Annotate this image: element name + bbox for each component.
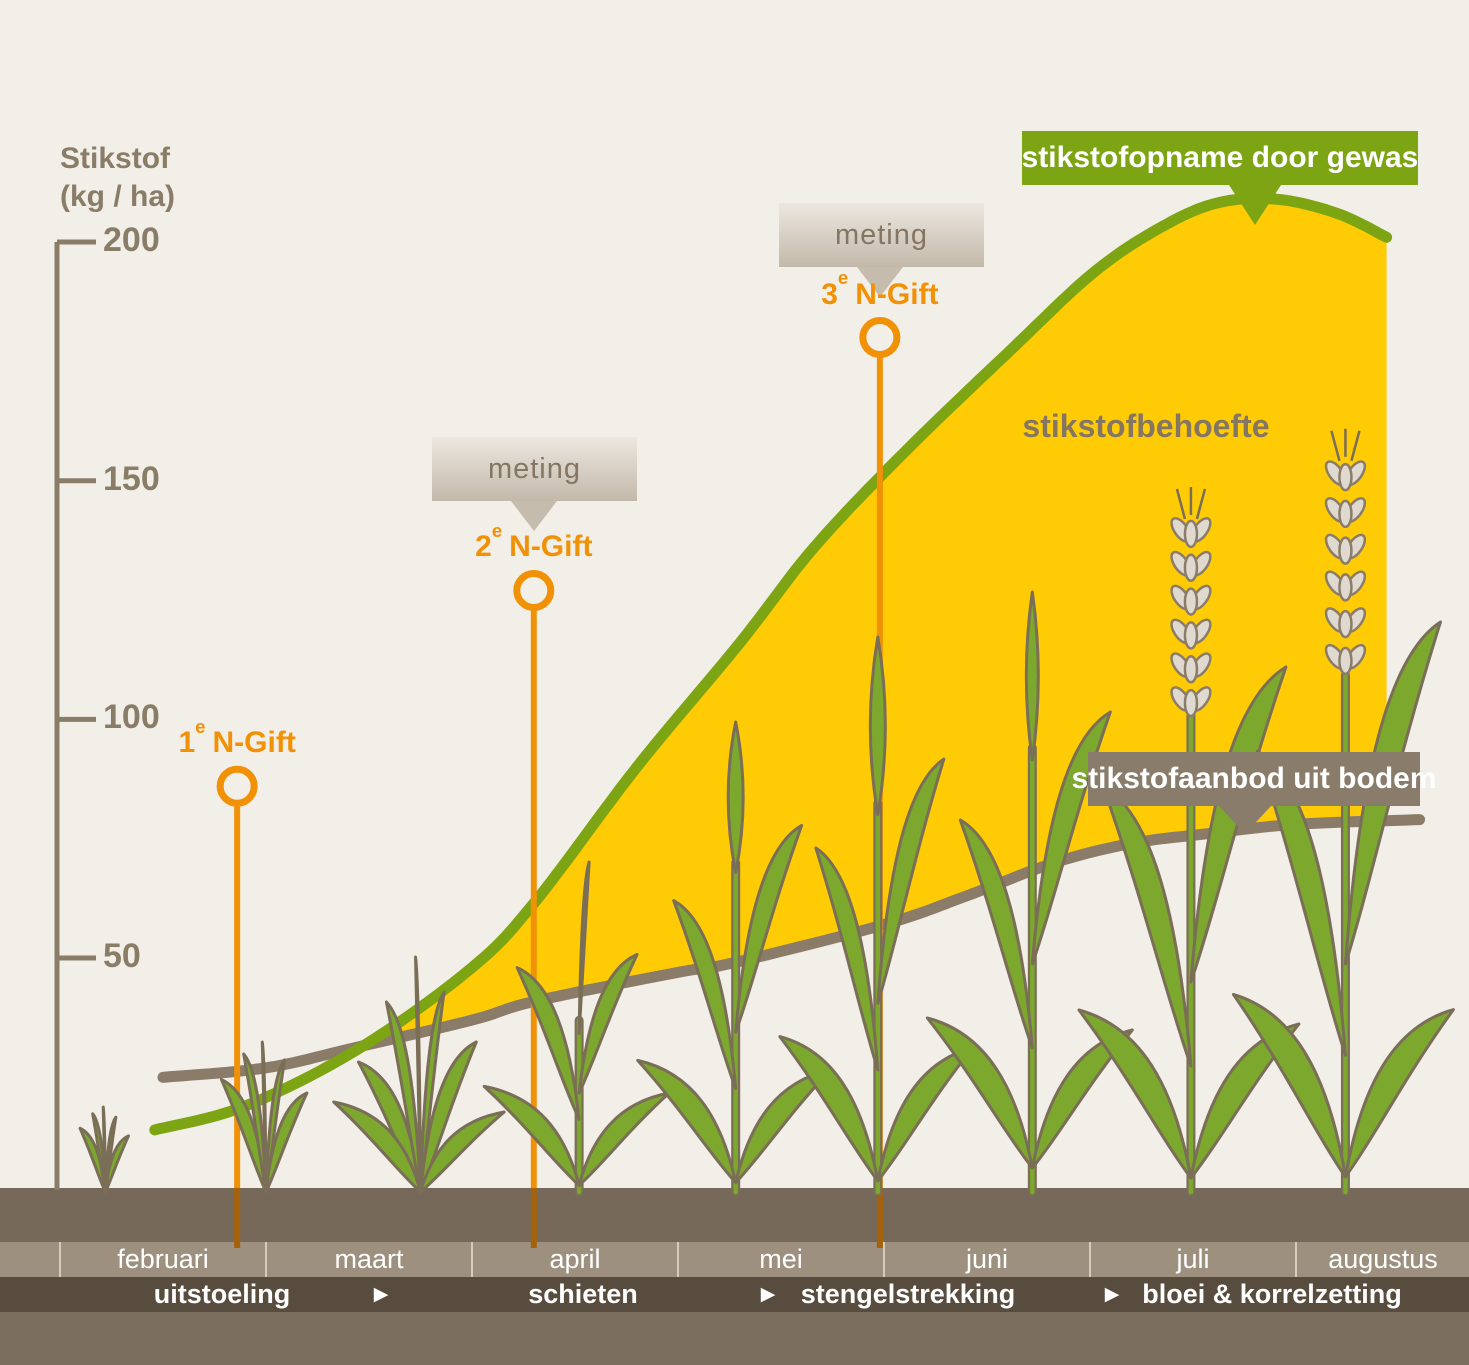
month-cell-juli: juli	[1091, 1242, 1295, 1277]
bottom-strip	[0, 1312, 1469, 1365]
phase-label: uitstoeling	[153, 1279, 291, 1309]
n-gift-marker-1	[216, 765, 258, 807]
month-cell-maart: maart	[267, 1242, 471, 1277]
n-gift-marker-3	[859, 317, 901, 359]
month-cell-empty	[0, 1242, 59, 1277]
y-axis-title-line2: (kg / ha)	[60, 180, 176, 213]
phase-axis: uitstoeling ▶ schieten ▶ stengelstrekking ▶ bl…	[0, 1277, 1469, 1312]
phase-arrow-icon: ▶	[1104, 1284, 1120, 1305]
wheat-plant-seedling	[219, 1040, 309, 1194]
n-gift-label-1: 1e N-Gift	[178, 715, 296, 760]
meting-callout-3-tail-icon	[857, 267, 903, 297]
phase-label: stengelstrekking	[800, 1279, 1016, 1309]
y-axis-tick-label: 150	[103, 459, 160, 498]
y-axis-tick-label: 200	[103, 221, 160, 260]
uptake-callout-label: stikstofopname door gewas	[1021, 141, 1419, 174]
meting-callout-2-label: meting	[487, 452, 582, 485]
meting-callout-2: meting	[432, 437, 637, 531]
wheat-plant-seedling	[78, 1105, 131, 1194]
y-axis-tick-label: 100	[103, 698, 160, 737]
y-axis-title-line1: Stikstof	[60, 142, 171, 175]
uptake-callout: stikstofopname door gewas	[1021, 131, 1419, 225]
n-gift-label-2: 2e N-Gift	[475, 520, 593, 564]
meting-callout-3: meting	[779, 203, 984, 297]
need-label: stikstofbehoefte	[1022, 408, 1270, 444]
y-axis-title: Stikstof (kg / ha)	[60, 140, 175, 216]
month-cell-juni: juni	[885, 1242, 1089, 1277]
soil-band	[0, 1188, 1469, 1242]
y-axis	[54, 239, 96, 1190]
meting-callout-2-tail-icon	[511, 501, 557, 531]
wheat-plant-boot	[778, 635, 975, 1197]
month-cell-april: april	[473, 1242, 677, 1277]
y-axis-tick-label: 50	[103, 937, 141, 976]
phase-arrow-icon: ▶	[373, 1284, 389, 1305]
meting-callout-3-label: meting	[834, 218, 929, 251]
n-gift-marker-2	[513, 569, 555, 611]
n-gift-label-3: 3e N-Gift	[821, 267, 939, 311]
supply-callout: stikstofaanbod uit bodem	[1072, 752, 1437, 834]
supply-callout-tail-icon	[1219, 806, 1271, 834]
month-cell-februari: februari	[61, 1242, 265, 1277]
wheat-plant-tillering	[332, 955, 506, 1194]
phase-label: bloei & korrelzetting	[1142, 1279, 1402, 1309]
month-axis: februari maart april mei juni juli augustus	[0, 1242, 1469, 1277]
phase-label: schieten	[528, 1279, 638, 1309]
wheat-plant-ripe	[1231, 428, 1455, 1197]
uptake-callout-tail-icon	[1229, 185, 1281, 225]
wheat-plant-heading	[925, 590, 1134, 1197]
month-cell-augustus: augustus	[1297, 1242, 1469, 1277]
phase-arrow-icon: ▶	[760, 1284, 776, 1305]
supply-callout-label: stikstofaanbod uit bodem	[1071, 762, 1437, 795]
month-cell-mei: mei	[679, 1242, 883, 1277]
